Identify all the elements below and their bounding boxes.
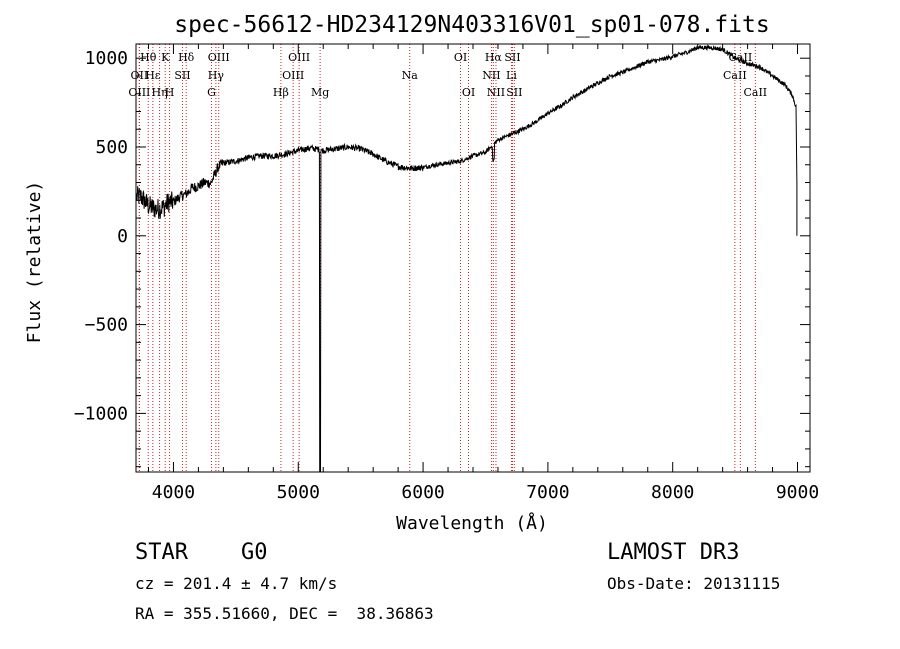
coordinates: RA = 355.51660, DEC = 38.36863	[135, 604, 434, 623]
spectral-line-label: OIII	[128, 86, 150, 99]
survey-name: LAMOST DR3	[607, 540, 740, 565]
spectral-line-label: OIII	[288, 51, 310, 64]
spectral-line-label: SII	[504, 51, 520, 64]
chart-title: spec-56612-HD234129N403316V01_sp01-078.f…	[174, 12, 769, 38]
y-tick-label: 500	[95, 137, 128, 158]
spectral-line-label: Na	[402, 69, 419, 82]
spectral-line-label: CaII	[743, 86, 767, 99]
y-tick-label: 0	[117, 226, 128, 247]
spectral-line-label: Hδ	[178, 51, 195, 64]
x-axis-label: Wavelength (Å)	[396, 512, 548, 534]
y-tick-label: 1000	[85, 48, 128, 69]
spectral-line-label: Hθ	[140, 51, 157, 64]
spectral-line-markers	[138, 44, 756, 472]
plot-frame	[135, 43, 811, 473]
spectral-line-label: OIII	[208, 51, 230, 64]
spectral-line-label: OI	[462, 86, 475, 99]
spectral-line-label: NII	[482, 69, 500, 82]
spectral-line-label: K	[161, 51, 170, 64]
spectral-line-label: Hε	[145, 69, 161, 82]
obs-date: Obs-Date: 20131115	[607, 574, 781, 593]
spectral-line-label: Hβ	[273, 86, 289, 99]
spectral-line-label: OI	[454, 51, 467, 64]
x-tick-label: 4000	[152, 482, 195, 503]
spectral-line-label: Hγ	[208, 69, 225, 82]
spectral-line-label: Li	[506, 69, 517, 82]
x-tick-label: 9000	[776, 482, 819, 503]
y-tick-label: −500	[85, 315, 128, 336]
spectral-line-label: G	[207, 86, 216, 99]
spectral-line-label: NII	[487, 86, 505, 99]
axis-ticks: 4000 5000 6000 7000 8000 9000 −1000 −500 0 500 100…	[74, 44, 819, 503]
spectral-line-label: OIII	[282, 69, 304, 82]
x-tick-label: 6000	[401, 482, 444, 503]
y-axis-label: Flux (relative)	[24, 181, 45, 344]
redshift-info: cz = 201.4 ± 4.7 km/s	[135, 574, 338, 593]
spectral-line-label: CaII	[723, 69, 747, 82]
x-tick-label: 7000	[526, 482, 569, 503]
spectral-line-label: H	[165, 86, 175, 99]
spectrum-line	[136, 44, 798, 473]
x-tick-label: 5000	[277, 482, 320, 503]
spectral-line-label: Hη	[151, 86, 167, 99]
spectral-line-label: SII	[174, 69, 190, 82]
spectral-line-label: Mg	[311, 86, 329, 99]
spectral-line-label: Hα	[485, 51, 503, 64]
y-tick-label: −1000	[74, 403, 128, 424]
x-tick-label: 8000	[651, 482, 694, 503]
spectral-line-label: SII	[506, 86, 522, 99]
spectrum-layer	[136, 44, 798, 473]
object-class: STAR G0	[135, 540, 268, 565]
